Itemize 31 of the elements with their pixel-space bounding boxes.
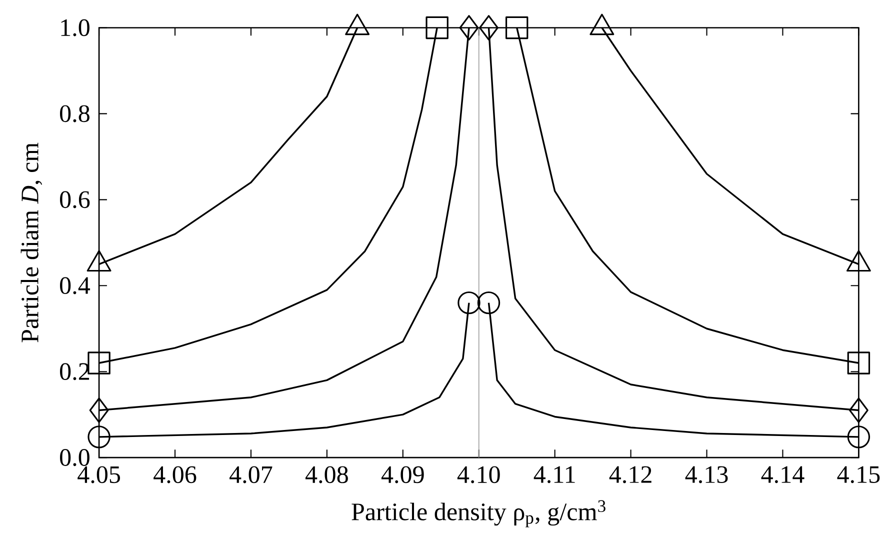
x-tick-label: 4.07 [230,466,272,484]
y-tick-label: 0.8 [60,105,90,122]
point [88,352,110,375]
point [479,15,498,41]
y-axis-title: Particle diam D, cm [20,142,42,342]
x-tick-label: 4.14 [761,466,804,484]
y-tick-label: 1.0 [61,19,90,36]
point [847,426,870,448]
x-tick-label: 4.12 [609,466,652,484]
point [458,292,480,314]
x-axis-title: Particle density ρ$_{p}$, g/cm$^{3}$ [352,500,606,528]
x-tick-label: 4.05 [78,466,120,484]
point [426,16,448,40]
x-tick-label: 4.10 [457,466,500,484]
x-tick-label: 4.06 [154,466,196,484]
point [848,398,868,424]
x-tick-label: 4.11 [534,466,575,484]
point [459,15,479,41]
point [88,426,110,448]
y-tick-label: 0.6 [60,191,90,208]
x-tick-label: 4.13 [685,466,728,484]
y-tick-label: 0.4 [60,277,90,294]
y-tick-label: 0.0 [60,449,90,466]
point [505,16,528,40]
y-tick-label: 0.2 [60,363,90,380]
point [89,398,109,424]
x-tick-label: 4.09 [381,466,424,484]
point [477,292,500,314]
point [847,352,870,375]
x-tick-label: 4.15 [837,466,880,484]
x-tick-label: 4.08 [305,466,348,484]
